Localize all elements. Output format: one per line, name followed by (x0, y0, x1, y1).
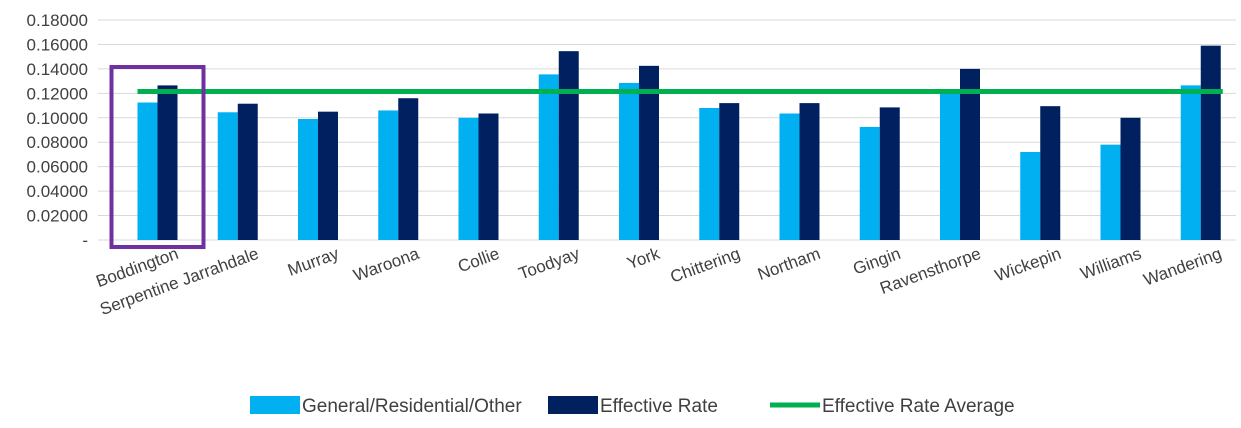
bar-general-residential-other-toodyay (538, 74, 559, 240)
bar-general-residential-other-ravensthorpe (940, 92, 960, 240)
bar-effective-rate-collie (478, 113, 499, 240)
y-tick-label: 0.14000 (27, 60, 88, 79)
y-tick-label: 0.18000 (27, 11, 88, 30)
bar-general-residential-other-waroona (378, 110, 399, 240)
y-tick-label: 0.02000 (27, 207, 88, 226)
y-tick-label: 0.10000 (27, 109, 88, 128)
y-tick-label: 0.06000 (27, 158, 88, 177)
bar-effective-rate-york (639, 65, 659, 240)
bar-general-residential-other-wickepin (1020, 152, 1041, 240)
y-tick-label: 0.08000 (27, 133, 88, 152)
bar-general-residential-other-york (619, 82, 639, 240)
legend-label: General/Residential/Other (302, 396, 522, 417)
legend-label: Effective Rate Average (822, 396, 1015, 417)
legend-label: Effective Rate (600, 396, 718, 417)
bar-general-residential-other-northam (779, 113, 800, 240)
bar-general-residential-other-chittering (699, 108, 720, 240)
bar-effective-rate-chittering (719, 103, 740, 240)
y-tick-label: 0.12000 (27, 84, 88, 103)
bar-general-residential-other-gingin (859, 126, 880, 240)
x-tick-label: Collie (455, 244, 501, 276)
bar-effective-rate-waroona (398, 98, 419, 240)
gridlines (98, 19, 1236, 241)
bars (137, 45, 1221, 241)
legend-swatch (548, 396, 598, 414)
x-tick-label: Wandering (1141, 244, 1224, 290)
bar-effective-rate-serpentine-jarrahdale (237, 103, 258, 240)
legend-swatch (250, 396, 300, 414)
y-tick-label: - (82, 231, 88, 250)
highlight-box (109, 65, 206, 249)
x-tick-label: Northam (755, 244, 823, 284)
bar-effective-rate-northam (799, 103, 820, 240)
bar-general-residential-other-serpentine-jarrahdale (217, 112, 238, 240)
bar-general-residential-other-murray (298, 119, 318, 240)
bar-effective-rate-toodyay (558, 51, 579, 240)
bar-general-residential-other-boddington (137, 102, 158, 240)
bar-effective-rate-wandering (1200, 45, 1221, 240)
x-tick-label: Williams (1078, 244, 1144, 283)
bar-effective-rate-murray (318, 111, 338, 241)
x-tick-label: York (624, 244, 662, 273)
bar-general-residential-other-wandering (1180, 85, 1201, 240)
x-tick-label: Murray (285, 244, 342, 280)
x-tick-label: Chittering (668, 244, 743, 287)
highlight-rect (109, 65, 206, 249)
x-tick-label: Wickepin (992, 244, 1063, 285)
x-tick-label: Toodyay (516, 244, 582, 284)
bar-effective-rate-williams (1120, 117, 1141, 240)
x-tick-label: Waroona (351, 244, 422, 285)
y-tick-label: 0.16000 (27, 35, 88, 54)
bar-effective-rate-gingin (879, 107, 900, 240)
bar-general-residential-other-williams (1100, 144, 1121, 240)
bar-effective-rate-wickepin (1040, 106, 1061, 241)
y-tick-label: 0.04000 (27, 182, 88, 201)
bar-general-residential-other-collie (458, 117, 479, 240)
bar-effective-rate-ravensthorpe (960, 68, 980, 240)
y-axis-ticks: - 0.02000 0.04000 0.06000 0.08000 0.10000 0.12… (27, 11, 88, 250)
legend: General/Residential/Other Effective Rate E… (250, 396, 1015, 417)
bar-effective-rate-boddington (157, 85, 178, 240)
